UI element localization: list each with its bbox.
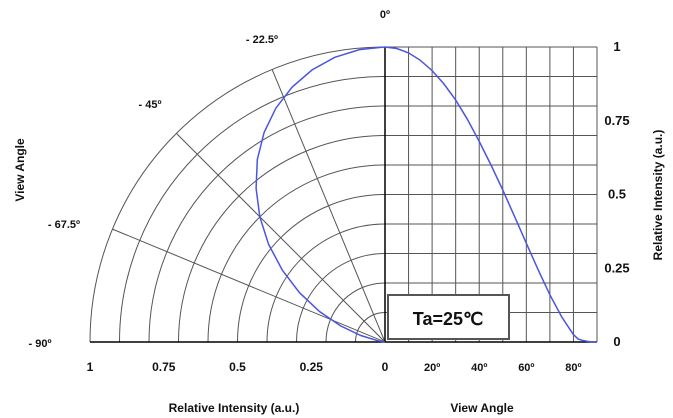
polar-radial (112, 228, 386, 343)
angle-label: - 22.5º (246, 34, 278, 46)
polar-tick-label: 0 (382, 360, 389, 374)
polar-tick-label: 1 (87, 360, 94, 374)
polar-grid (89, 46, 386, 343)
cart-x-tick-label: 60º (518, 362, 534, 374)
angle-label: - 45º (139, 99, 162, 111)
polar-y-label: View Angle (13, 138, 27, 202)
annotation-box: Ta=25℃ (387, 294, 510, 340)
cart-y-tick-label: 0.25 (604, 260, 629, 275)
cart-y-tick-label: 0.75 (604, 113, 629, 128)
cartesian-grid (90, 46, 598, 343)
polar-tick-label: 0.5 (229, 360, 246, 374)
cartesian-curve (384, 46, 597, 343)
cart-y-tick-label: 1 (613, 39, 620, 54)
angle-label: - 90º (29, 338, 52, 350)
cart-y-label: Relative Intensity (a.u.) (651, 130, 665, 261)
angle-label: 0º (380, 9, 390, 21)
labels: 0º - 22.5º - 45º - 67.5º - 90º 1 0.75 0.5 0.25 0 2… (29, 9, 630, 374)
cart-x-label: View Angle (450, 401, 514, 415)
cart-x-tick-label: 40º (471, 362, 487, 374)
annotation-text: Ta=25℃ (413, 309, 483, 329)
cart-x-tick-label: 80º (565, 362, 581, 374)
cart-x-tick-label: 20º (424, 362, 440, 374)
polar-radial (271, 69, 386, 343)
polar-x-label: Relative Intensity (a.u.) (169, 401, 300, 415)
cart-y-tick-label: 0.5 (608, 187, 626, 202)
polar-tick-label: 0.75 (152, 360, 176, 374)
polar-curve (255, 46, 386, 343)
curves (255, 46, 597, 343)
polar-tick-label: 0.25 (300, 360, 324, 374)
cart-y-tick-label: 0 (613, 334, 620, 349)
polar-radial (176, 133, 386, 343)
angle-label: - 67.5º (48, 219, 80, 231)
